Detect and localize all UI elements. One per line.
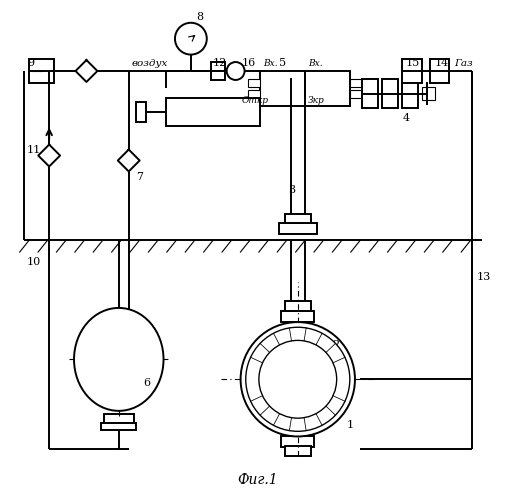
Bar: [136, 102, 146, 122]
Text: 1: 1: [346, 420, 353, 430]
Bar: [285, 301, 311, 311]
Text: 5: 5: [279, 58, 286, 68]
Bar: [279, 223, 317, 234]
Circle shape: [240, 322, 355, 436]
Text: 10: 10: [27, 257, 41, 267]
Text: 4: 4: [402, 112, 409, 122]
Bar: [350, 79, 362, 86]
Circle shape: [259, 340, 336, 418]
Text: 11: 11: [27, 145, 41, 155]
Text: Вх.: Вх.: [263, 59, 278, 68]
Bar: [305, 71, 350, 106]
Bar: [285, 446, 311, 456]
Bar: [362, 78, 378, 108]
Bar: [382, 78, 398, 108]
Bar: [422, 88, 434, 100]
Text: 9: 9: [27, 58, 34, 68]
Bar: [429, 58, 449, 84]
Bar: [104, 414, 134, 424]
Bar: [261, 71, 305, 106]
Text: воздух: воздух: [131, 59, 168, 68]
Circle shape: [227, 62, 245, 80]
Text: 14: 14: [434, 58, 449, 68]
Bar: [248, 90, 261, 98]
Text: Фиг.1: Фиг.1: [238, 472, 278, 486]
Text: 16: 16: [242, 58, 256, 68]
Text: Зкр: Зкр: [308, 96, 325, 106]
Bar: [402, 58, 422, 84]
Bar: [248, 79, 261, 86]
Bar: [285, 214, 311, 223]
Text: Откр: Откр: [242, 96, 269, 106]
Bar: [281, 311, 314, 322]
Bar: [101, 424, 136, 430]
Bar: [350, 90, 362, 98]
Bar: [281, 436, 314, 448]
Text: 13: 13: [477, 272, 491, 282]
Text: 2: 2: [332, 340, 339, 350]
Text: Газ: Газ: [455, 59, 473, 68]
Ellipse shape: [74, 308, 164, 411]
Bar: [402, 78, 418, 108]
Bar: [166, 98, 261, 126]
Text: 12: 12: [212, 58, 227, 68]
Polygon shape: [118, 150, 140, 172]
Text: 7: 7: [136, 172, 143, 182]
Text: Вх.: Вх.: [308, 59, 322, 68]
Bar: [29, 58, 54, 84]
Bar: [211, 62, 224, 80]
Text: 8: 8: [196, 12, 203, 22]
Text: 3: 3: [288, 185, 295, 195]
Circle shape: [175, 23, 207, 54]
Polygon shape: [75, 60, 98, 82]
Polygon shape: [38, 144, 60, 167]
Circle shape: [246, 327, 350, 432]
Text: 15: 15: [406, 58, 420, 68]
Text: 6: 6: [143, 378, 151, 388]
